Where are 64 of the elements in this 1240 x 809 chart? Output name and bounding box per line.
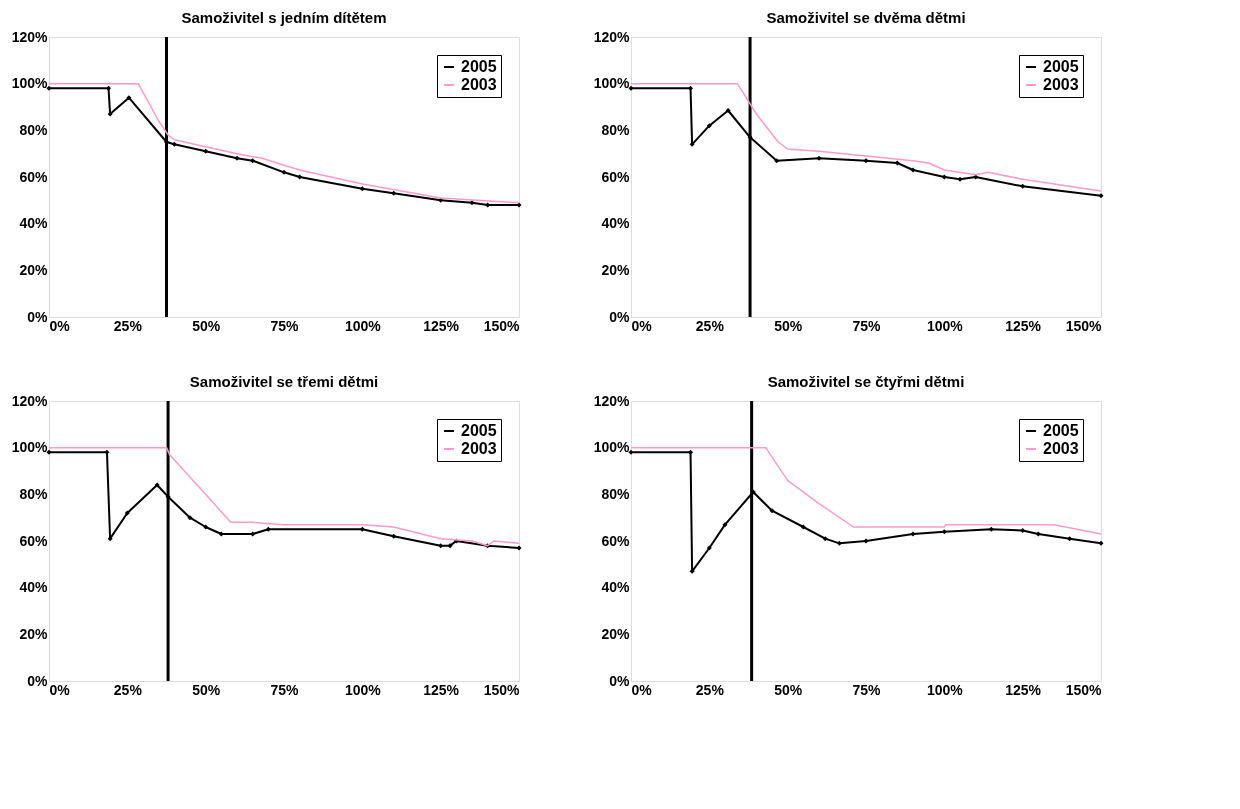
legend-label: 2005 — [1043, 58, 1079, 75]
chart-title: Samoživitel se čtyřmi dětmi — [767, 373, 965, 390]
y-tick-label: 120% — [11, 392, 49, 409]
x-tick-label: 50% — [192, 317, 221, 334]
y-tick-label: 120% — [593, 28, 631, 45]
x-tick-label: 25% — [113, 317, 143, 334]
y-tick-label: 120% — [593, 392, 631, 409]
y-tick-label: 100% — [593, 75, 631, 92]
legend-label: 2005 — [1043, 422, 1079, 439]
y-tick-label: 40% — [19, 579, 49, 596]
y-tick-label: 60% — [19, 168, 49, 185]
y-tick-label: 20% — [19, 261, 49, 278]
legend-label: 2003 — [461, 76, 497, 93]
y-tick-label: 100% — [11, 439, 49, 456]
x-tick-label: 150% — [1065, 317, 1103, 334]
y-tick-label: 120% — [11, 28, 49, 45]
x-tick-label: 75% — [270, 317, 300, 334]
x-tick-label: 100% — [926, 681, 964, 698]
x-tick-label: 100% — [344, 317, 382, 334]
x-tick-label: 75% — [852, 317, 882, 334]
x-tick-label: 25% — [113, 681, 143, 698]
x-tick-label: 50% — [774, 681, 803, 698]
x-tick-label: 125% — [1005, 681, 1042, 698]
legend-label: 2003 — [1043, 440, 1079, 457]
y-tick-label: 100% — [593, 439, 631, 456]
y-tick-label: 60% — [19, 532, 49, 549]
x-tick-label: 0% — [49, 681, 71, 698]
legend-label: 2003 — [1043, 76, 1079, 93]
y-tick-label: 100% — [11, 75, 49, 92]
y-tick-label: 40% — [19, 215, 49, 232]
y-tick-label: 40% — [601, 215, 631, 232]
y-tick-label: 20% — [19, 625, 49, 642]
x-tick-label: 125% — [423, 317, 460, 334]
y-tick-label: 40% — [601, 579, 631, 596]
y-tick-label: 60% — [601, 532, 631, 549]
y-tick-label: 80% — [19, 121, 49, 138]
x-tick-label: 75% — [852, 681, 882, 698]
y-tick-label: 80% — [19, 485, 49, 502]
x-tick-label: 150% — [1065, 681, 1103, 698]
x-tick-label: 150% — [483, 317, 521, 334]
x-tick-label: 75% — [270, 681, 300, 698]
chart-title: Samoživitel se třemi dětmi — [189, 373, 379, 390]
y-tick-label: 80% — [601, 485, 631, 502]
legend-label: 2005 — [461, 422, 497, 439]
legend-label: 2003 — [461, 440, 497, 457]
chart-title: Samoživitel se dvěma dětmi — [766, 9, 966, 26]
y-tick-label: 20% — [601, 625, 631, 642]
y-tick-label: 20% — [601, 261, 631, 278]
x-tick-label: 25% — [695, 317, 725, 334]
x-tick-label: 0% — [49, 317, 71, 334]
x-tick-label: 100% — [926, 317, 964, 334]
x-tick-label: 125% — [1005, 317, 1042, 334]
x-tick-label: 25% — [695, 681, 725, 698]
x-tick-label: 50% — [774, 317, 803, 334]
chart-title: Samoživitel s jedním dítětem — [181, 9, 387, 26]
x-tick-label: 125% — [423, 681, 460, 698]
x-tick-label: 100% — [344, 681, 382, 698]
y-tick-label: 80% — [601, 121, 631, 138]
x-tick-label: 50% — [192, 681, 221, 698]
legend-label: 2005 — [461, 58, 497, 75]
x-tick-label: 0% — [631, 681, 653, 698]
x-tick-label: 150% — [483, 681, 521, 698]
x-tick-label: 0% — [631, 317, 653, 334]
y-tick-label: 60% — [601, 168, 631, 185]
